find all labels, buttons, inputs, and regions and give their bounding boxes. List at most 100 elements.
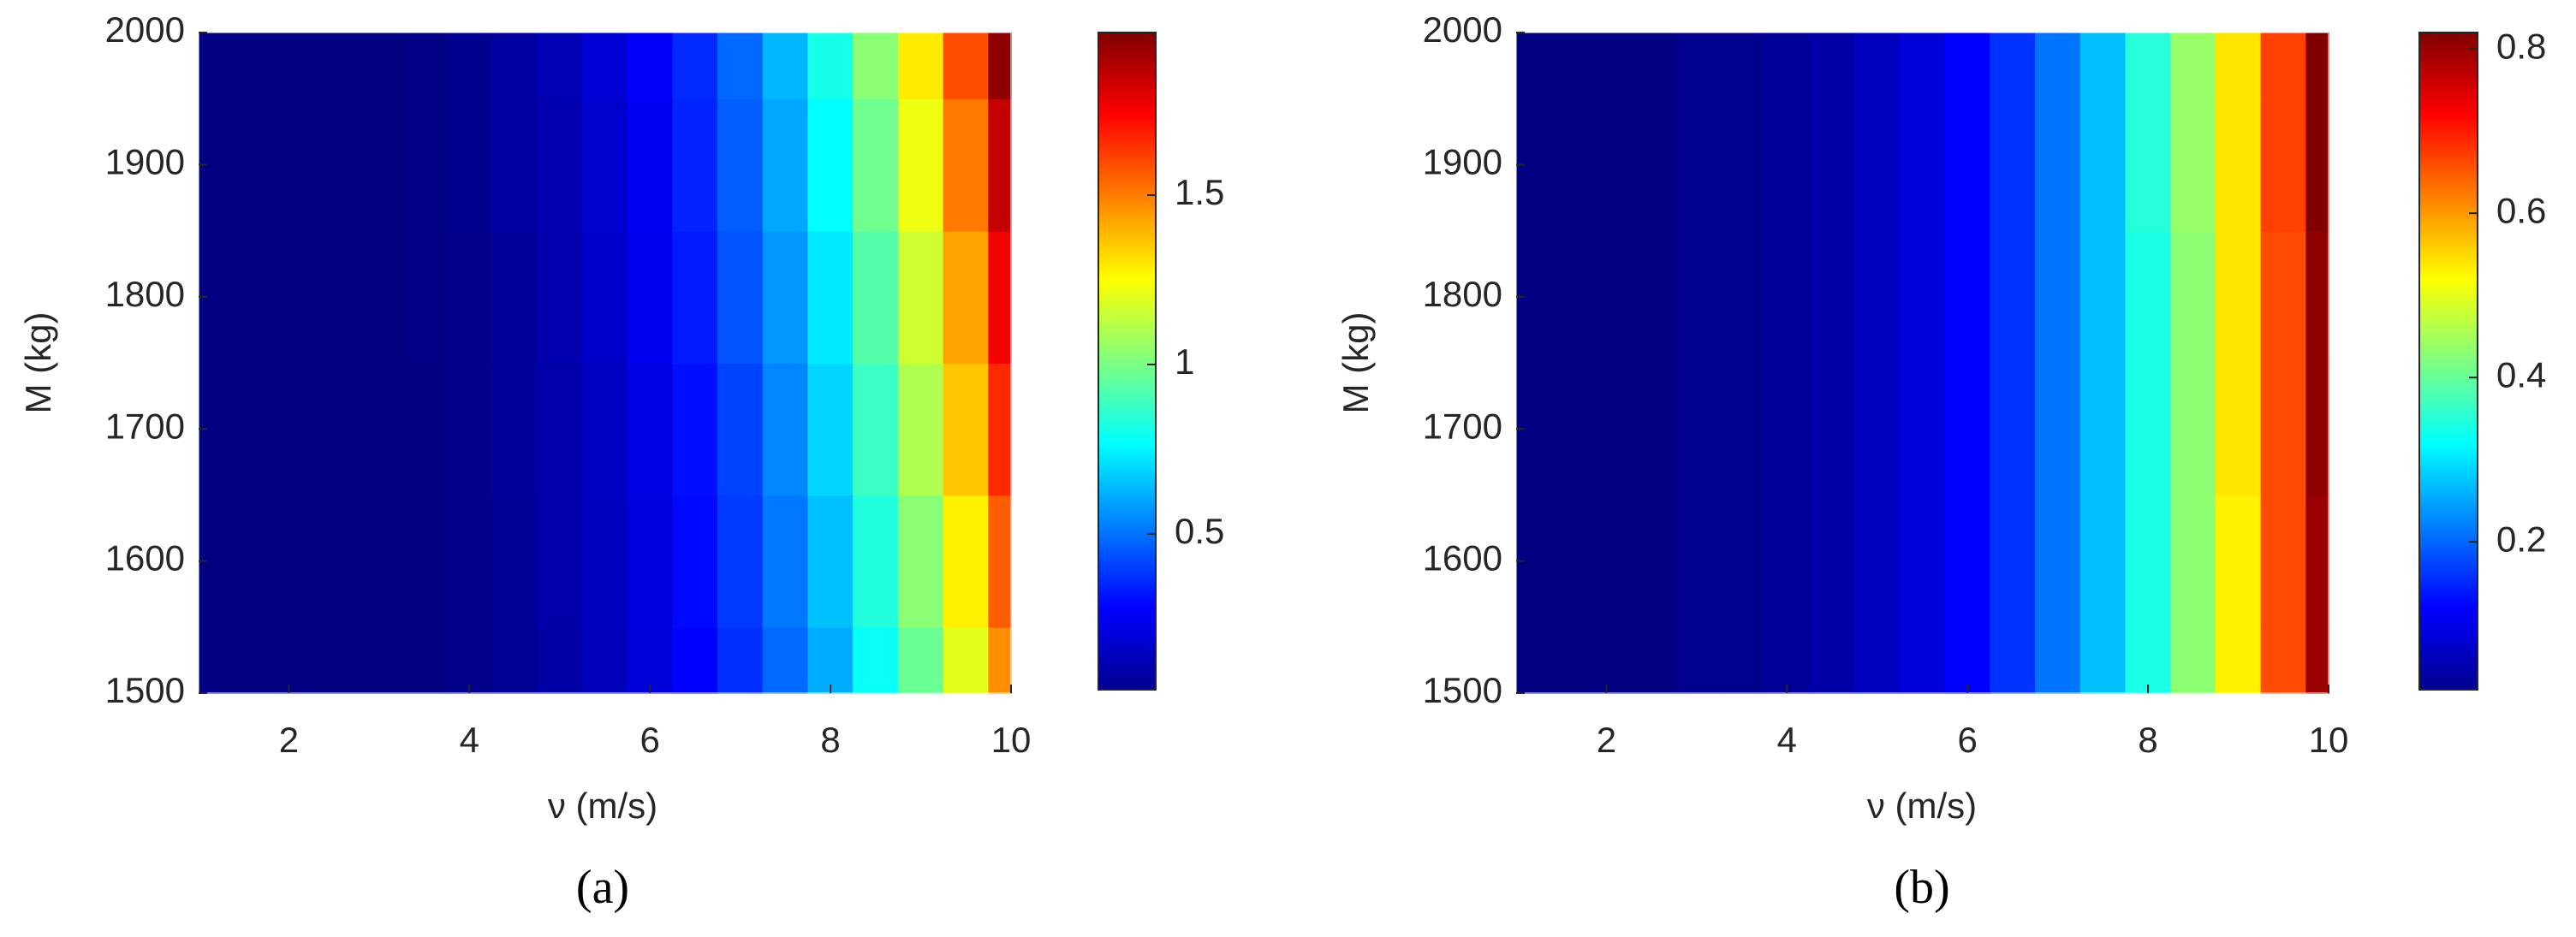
- heat-cell: [2305, 362, 2329, 496]
- heat-cell: [581, 32, 628, 100]
- heat-cell: [717, 230, 764, 364]
- heat-cell: [1674, 32, 1721, 100]
- heat-cell: [311, 495, 358, 628]
- heat-cell: [2260, 495, 2307, 628]
- colorbar-tick-label: 0.8: [2496, 26, 2546, 66]
- heat-cell: [988, 495, 1012, 628]
- panel-label: (b): [1894, 861, 1949, 914]
- colorbar-tick-label: 1.5: [1175, 172, 1224, 212]
- heat-cell: [221, 626, 267, 694]
- heat-cell: [1538, 495, 1585, 628]
- heat-cell: [221, 230, 267, 364]
- heat-cell: [1583, 495, 1630, 628]
- heat-cell: [762, 362, 809, 496]
- heat-cell: [311, 362, 358, 496]
- heat-cell: [1944, 626, 1991, 694]
- heat-cell: [717, 626, 764, 694]
- heat-cell: [2035, 98, 2081, 232]
- heat-cell: [356, 495, 403, 628]
- heat-cell: [2125, 230, 2172, 364]
- x-tick-label: 10: [991, 720, 1032, 760]
- heat-cell: [581, 362, 628, 496]
- heat-cell: [1854, 230, 1901, 364]
- heat-cell: [853, 230, 900, 364]
- heat-cell: [897, 230, 944, 364]
- heat-cell: [1899, 32, 1946, 100]
- heat-cell: [627, 362, 674, 496]
- heat-cell: [265, 626, 312, 694]
- y-tick-label: 1500: [1423, 670, 1502, 710]
- heat-cell: [311, 32, 358, 100]
- panel-label: (a): [576, 861, 629, 914]
- heat-cell: [581, 98, 628, 232]
- heat-cell: [356, 32, 403, 100]
- heat-cell: [2125, 32, 2172, 100]
- heat-cell: [1628, 32, 1675, 100]
- heat-cell: [1809, 362, 1856, 496]
- heat-cell: [897, 495, 944, 628]
- heat-cell: [627, 98, 674, 232]
- x-tick-label: 6: [1958, 720, 1978, 760]
- heat-cell: [627, 32, 674, 100]
- heat-cell: [265, 98, 312, 232]
- colorbar: [2418, 32, 2478, 691]
- heat-cell: [1990, 98, 2037, 232]
- heat-cell: [2035, 32, 2081, 100]
- heat-cell: [1899, 495, 1946, 628]
- heat-cell: [2035, 495, 2081, 628]
- heat-cell: [897, 32, 944, 100]
- heat-cell: [491, 98, 538, 232]
- heat-cell: [401, 32, 448, 100]
- heat-cell: [2305, 495, 2329, 628]
- y-tick-label: 1800: [1423, 274, 1502, 314]
- heat-cell: [221, 495, 267, 628]
- heat-cell: [717, 32, 764, 100]
- heat-cell: [1583, 362, 1630, 496]
- heat-cell: [2170, 495, 2217, 628]
- heat-cell: [943, 230, 990, 364]
- x-axis-label: ν (m/s): [548, 786, 657, 826]
- y-tick-label: 2000: [1423, 9, 1502, 50]
- heat-cell: [2079, 495, 2127, 628]
- heat-cell: [2125, 98, 2172, 232]
- y-tick-label: 1700: [1423, 406, 1502, 446]
- heat-cell: [672, 626, 719, 694]
- heat-cell: [1628, 98, 1675, 232]
- heat-cell: [1764, 32, 1811, 100]
- heat-cell: [1583, 32, 1630, 100]
- heat-cell: [198, 32, 223, 100]
- heat-cell: [2260, 98, 2307, 232]
- heat-cell: [1990, 626, 2037, 694]
- heat-cell: [807, 495, 854, 628]
- heat-cell: [491, 32, 538, 100]
- heat-cell: [537, 495, 584, 628]
- heat-cell: [943, 495, 990, 628]
- x-tick-label: 8: [820, 720, 840, 760]
- heat-cell: [581, 230, 628, 364]
- heat-cell: [672, 98, 719, 232]
- heat-cell: [1944, 98, 1991, 232]
- heat-cell: [1674, 230, 1721, 364]
- heat-cell: [221, 98, 267, 232]
- heat-cell: [1944, 495, 1991, 628]
- y-tick-label: 2000: [105, 9, 185, 50]
- heat-cell: [717, 98, 764, 232]
- heat-cell: [2305, 230, 2329, 364]
- y-axis-label: M (kg): [1336, 312, 1376, 414]
- heat-cell: [1628, 230, 1675, 364]
- heat-cell: [988, 230, 1012, 364]
- heat-cell: [1718, 362, 1765, 496]
- heat-cell: [988, 32, 1012, 100]
- heat-cell: [2305, 32, 2329, 100]
- heat-cell: [1628, 495, 1675, 628]
- heat-cell: [1538, 98, 1585, 232]
- x-tick-label: 8: [2138, 720, 2157, 760]
- heat-cell: [1718, 98, 1765, 232]
- heat-cell: [2170, 626, 2217, 694]
- heat-cell: [1944, 32, 1991, 100]
- heat-cell: [1538, 230, 1585, 364]
- heat-cell: [2305, 626, 2329, 694]
- heat-cell: [1944, 230, 1991, 364]
- heat-cell: [1674, 98, 1721, 232]
- heat-cell: [311, 230, 358, 364]
